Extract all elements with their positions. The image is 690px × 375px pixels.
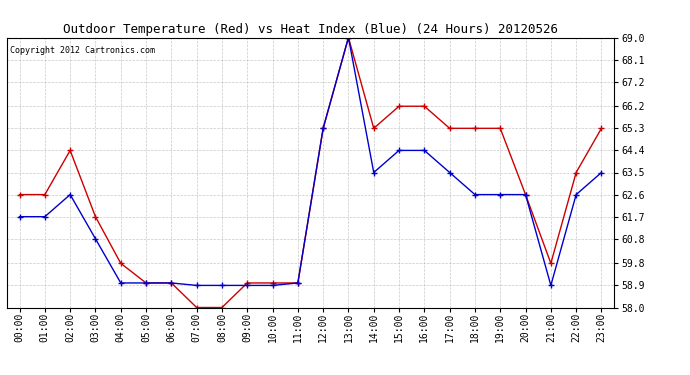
Title: Outdoor Temperature (Red) vs Heat Index (Blue) (24 Hours) 20120526: Outdoor Temperature (Red) vs Heat Index … [63,23,558,36]
Text: Copyright 2012 Cartronics.com: Copyright 2012 Cartronics.com [10,46,155,55]
